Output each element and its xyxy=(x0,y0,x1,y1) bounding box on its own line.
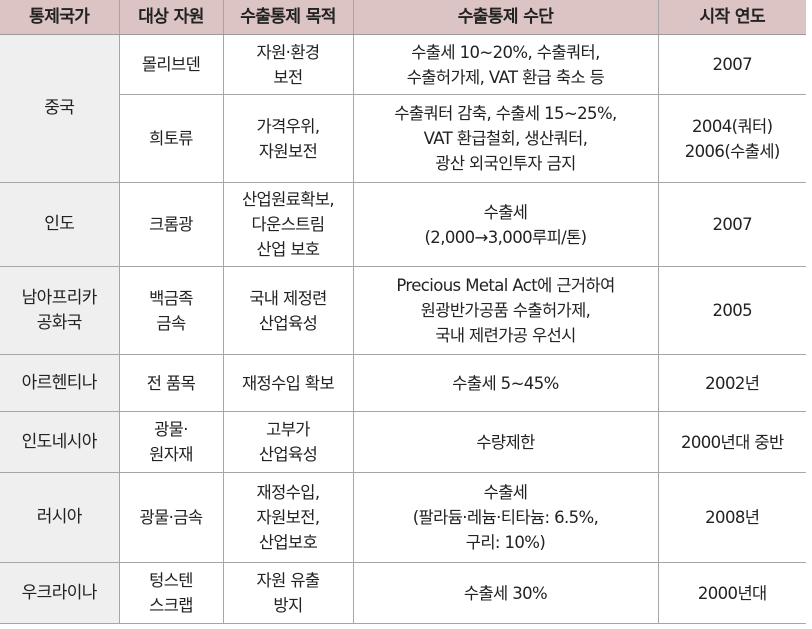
resource-cell: 크롬광 xyxy=(118,182,224,267)
year-cell: 2000년대 xyxy=(657,562,806,624)
purpose-cell: 고부가 산업육성 xyxy=(222,411,354,473)
measure-cell: 수량제한 xyxy=(352,411,659,473)
purpose-cell: 재정수입 확보 xyxy=(222,354,354,412)
purpose-cell: 가격우위, 자원보전 xyxy=(222,94,354,183)
header-purpose: 수출통제 목적 xyxy=(222,0,354,35)
measure-cell: 수출세 5~45% xyxy=(352,354,659,412)
resource-cell: 몰리브덴 xyxy=(118,34,224,95)
country-cell: 인도네시아 xyxy=(0,411,120,473)
header-resource: 대상 자원 xyxy=(118,0,224,35)
year-cell: 2002년 xyxy=(657,354,806,412)
table-row: 인도 크롬광 산업원료확보, 다운스트림 산업 보호 수출세 (2,000→3,… xyxy=(0,182,806,267)
year-cell: 2000년대 중반 xyxy=(657,411,806,473)
country-cell: 인도 xyxy=(0,182,120,267)
country-cell: 아르헨티나 xyxy=(0,354,120,412)
resource-cell: 전 품목 xyxy=(118,354,224,412)
table-row: 희토류 가격우위, 자원보전 수출쿼터 감축, 수출세 15~25%, VAT … xyxy=(0,94,806,183)
resource-cell: 광물· 원자재 xyxy=(118,411,224,473)
measure-cell: 수출쿼터 감축, 수출세 15~25%, VAT 환급철회, 생산쿼터, 광산 … xyxy=(352,94,659,183)
resource-cell: 백금족 금속 xyxy=(118,266,224,355)
country-cell: 러시아 xyxy=(0,472,120,563)
header-measure: 수출통제 수단 xyxy=(352,0,659,35)
table-row: 우크라이나 텅스텐 스크랩 자원 유출 방지 수출세 30% 2000년대 xyxy=(0,562,806,624)
table-row: 중국 몰리브덴 자원·환경 보전 수출세 10~20%, 수출쿼터, 수출허가제… xyxy=(0,34,806,183)
table-row: 러시아 광물·금속 재정수입, 자원보전, 산업보호 수출세 (팔라듐·레늄·티… xyxy=(0,472,806,563)
year-cell: 2008년 xyxy=(657,472,806,563)
purpose-cell: 산업원료확보, 다운스트림 산업 보호 xyxy=(222,182,354,267)
country-cell: 우크라이나 xyxy=(0,562,120,624)
resource-cell: 광물·금속 xyxy=(118,472,224,563)
purpose-cell: 국내 제정련 산업육성 xyxy=(222,266,354,355)
measure-cell: 수출세 (팔라듐·레늄·티타늄: 6.5%, 구리: 10%) xyxy=(352,472,659,563)
year-cell: 2005 xyxy=(657,266,806,355)
table-row: 인도네시아 광물· 원자재 고부가 산업육성 수량제한 2000년대 중반 xyxy=(0,411,806,473)
year-cell: 2004(쿼터) 2006(수출세) xyxy=(657,94,806,183)
measure-cell: 수출세 30% xyxy=(352,562,659,624)
header-row: 통제국가 대상 자원 수출통제 목적 수출통제 수단 시작 연도 xyxy=(0,0,806,35)
country-cell: 남아프리카 공화국 xyxy=(0,266,120,355)
table-row: 남아프리카 공화국 백금족 금속 국내 제정련 산업육성 Precious Me… xyxy=(0,266,806,355)
measure-cell: 수출세 (2,000→3,000루피/톤) xyxy=(352,182,659,267)
country-cell: 중국 xyxy=(0,34,120,183)
purpose-cell: 자원·환경 보전 xyxy=(222,34,354,95)
purpose-cell: 자원 유출 방지 xyxy=(222,562,354,624)
measure-cell: 수출세 10~20%, 수출쿼터, 수출허가제, VAT 환급 축소 등 xyxy=(352,34,659,95)
year-cell: 2007 xyxy=(657,34,806,95)
measure-cell: Precious Metal Act에 근거하여 원광반가공품 수출허가제, 국… xyxy=(352,266,659,355)
year-cell: 2007 xyxy=(657,182,806,267)
table-row: 아르헨티나 전 품목 재정수입 확보 수출세 5~45% 2002년 xyxy=(0,354,806,412)
header-start-year: 시작 연도 xyxy=(657,0,806,35)
purpose-cell: 재정수입, 자원보전, 산업보호 xyxy=(222,472,354,563)
resource-cell: 희토류 xyxy=(119,94,224,183)
resource-cell: 텅스텐 스크랩 xyxy=(118,562,224,624)
header-country: 통제국가 xyxy=(0,0,120,35)
